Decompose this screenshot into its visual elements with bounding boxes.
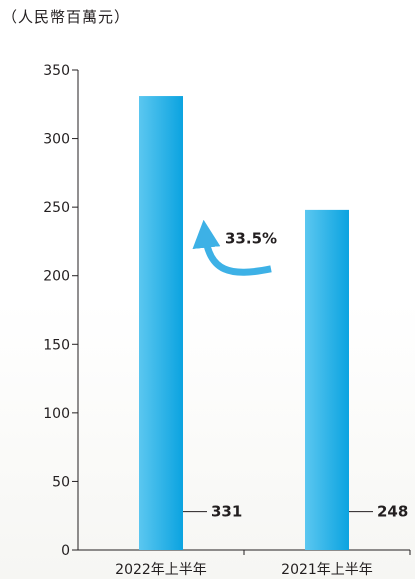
y-tick-label: 250 [43, 200, 70, 216]
growth-annotation: 33.5% [192, 219, 277, 276]
curved-up-left-arrow-icon [192, 219, 272, 276]
y-tick-label: 0 [61, 543, 70, 559]
axes [77, 70, 410, 551]
y-axis-unit-label: （人民幣百萬元） [2, 8, 131, 26]
bar-1 [139, 96, 183, 551]
y-tick-label: 150 [43, 337, 70, 353]
category-label-1: 2022年上半年 [115, 562, 207, 578]
y-tick-label: 350 [43, 63, 70, 79]
y-tick-label: 50 [52, 474, 70, 490]
y-axis-ticks: 0 50 100 150 200 250 300 350 [43, 63, 78, 559]
y-tick-label: 100 [43, 406, 70, 422]
category-labels: 2022年上半年 2021年上半年 [115, 550, 411, 578]
y-tick-label: 300 [43, 132, 70, 148]
category-label-2: 2021年上半年 [281, 562, 373, 578]
value-leaders: 331 248 [183, 503, 408, 521]
bar-2 [305, 209, 349, 550]
growth-percentage-label: 33.5% [225, 230, 277, 248]
value-label-2: 248 [377, 503, 408, 521]
y-tick-label: 200 [43, 269, 70, 285]
value-label-1: 331 [211, 503, 242, 521]
bars [139, 96, 349, 551]
